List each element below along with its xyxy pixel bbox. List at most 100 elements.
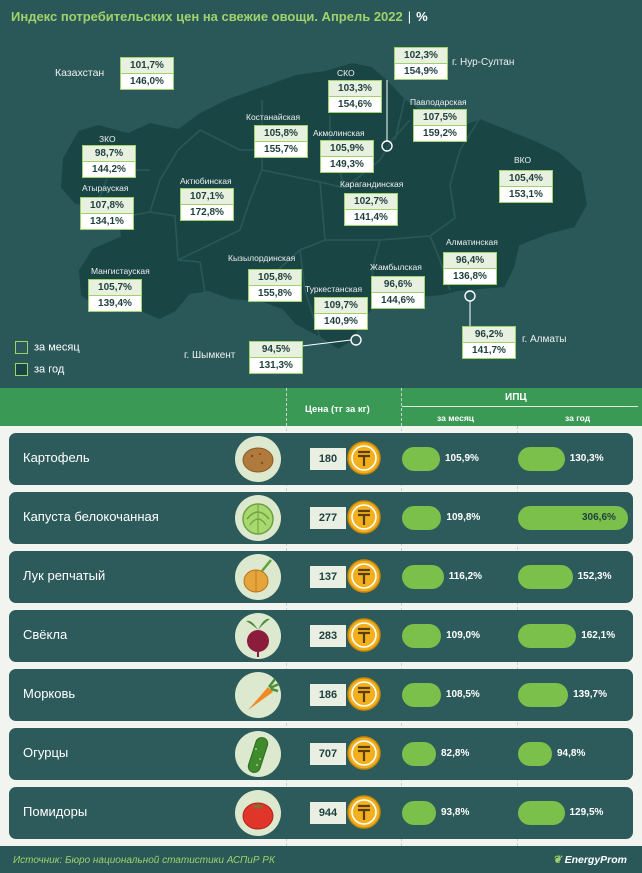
bar-label-month: 109,0% [446,630,481,641]
region-value-year: 154,9% [395,64,447,79]
bar-year [518,565,573,589]
region-value-year: 140,9% [315,314,367,329]
vegetable-image [235,731,281,777]
region-label-turkestan: Туркестанская [305,284,363,294]
region-values-kazakhstan: 101,7% 146,0% [120,57,174,90]
bar-month [402,801,436,825]
bar-label-month: 82,8% [441,748,470,759]
brand-logo: ❦ EnergyProm [553,854,627,866]
cabbage-icon [242,503,274,535]
price-value: 277 [310,507,346,529]
vegetable-image [235,790,281,836]
bar-label-year: 139,7% [573,689,608,700]
legend-year: за год [15,363,64,376]
region-values-karaganda: 102,7% 141,4% [344,193,398,226]
region-label-atyrau: Атырауская [82,183,129,193]
region-label-akmola: Акмолинская [313,128,365,138]
month-header: за месяц [437,413,475,423]
source-note: Источник: Бюро национальной статистики А… [13,855,275,866]
bar-label-year: 94,8% [557,748,586,759]
cpi-header-divider [402,406,638,407]
bar-month [402,683,441,707]
bar-label-month: 116,2% [448,571,483,582]
bar-month [402,742,436,766]
tenge-coin-icon [347,500,381,534]
coin [347,559,381,598]
beet-icon [246,618,270,657]
bar-year [518,742,552,766]
coin [347,618,381,657]
bar-year [518,447,565,471]
bar-label-month: 105,9% [445,453,479,464]
bar-year [518,624,577,648]
region-value-month: 107,5% [414,110,466,126]
bar-label-year: 306,6% [582,512,616,523]
vegetable-image [235,495,281,541]
bar-month [402,506,442,530]
region-value-year: 144,6% [372,293,424,308]
legend-label-year: за год [34,363,65,376]
tenge-coin-icon [347,618,381,652]
cucumber-icon [247,737,269,773]
vegetable-name: Огурцы [23,745,69,760]
region-value-month: 105,8% [255,126,307,142]
coin [347,677,381,716]
coin [347,500,381,539]
potato-icon [242,447,274,473]
region-label-vko: ВКО [514,155,532,165]
region-value-year: 146,0% [121,74,173,89]
price-value: 283 [310,625,346,647]
region-value-year: 154,6% [329,97,381,112]
brand-leaf-icon: ❦ [552,854,565,866]
bar-year [518,506,628,530]
price-value: 186 [310,684,346,706]
price-value: 180 [310,448,346,470]
vegetable-name: Свёкла [23,627,68,642]
region-values-almaty-city: 96,2% 141,7% [462,326,516,359]
region-value-month: 94,5% [250,342,302,358]
vegetable-name: Лук репчатый [23,568,106,583]
region-value-year: 155,8% [249,286,301,301]
region-values-nur-sultan: 102,3% 154,9% [394,47,448,80]
bar-year [518,683,569,707]
footer: Источник: Бюро национальной статистики А… [0,846,642,873]
bar-year [518,801,565,825]
region-label-almaty-city: г. Алматы [522,334,567,345]
region-value-year: 153,1% [500,187,552,202]
bar-month [402,447,440,471]
region-label-kyzylorda: Кызылординская [228,253,296,263]
region-values-almaty-region: 96,4% 136,8% [443,252,497,285]
tenge-coin-icon [347,441,381,475]
bar-label-month: 93,8% [441,807,470,818]
region-label-karaganda: Карагандинская [340,179,404,189]
region-label-shymkent: г. Шымкент [184,350,236,361]
region-value-month: 96,2% [463,327,515,343]
region-value-month: 102,7% [345,194,397,210]
region-value-year: 159,2% [414,126,466,141]
tenge-coin-icon [347,677,381,711]
region-label-nur-sultan: г. Нур-Султан [452,57,515,68]
vegetable-table: Цена (тг за кг) ИПЦ за месяц за год Карт… [0,388,642,846]
region-values-kostanay: 105,8% 155,7% [254,125,308,158]
price-value: 137 [310,566,346,588]
bar-month [402,565,444,589]
region-value-month: 102,3% [395,48,447,64]
region-label-kazakhstan: Казахстан [55,67,105,79]
vegetable-image [235,672,281,718]
region-value-month: 96,4% [444,253,496,269]
region-value-year: 141,7% [463,343,515,358]
marker-almaty [464,290,476,302]
bar-label-year: 130,3% [569,453,604,464]
region-values-akmola: 105,9% 149,3% [320,140,374,173]
region-value-month: 107,1% [181,189,233,205]
region-label-pavlodar: Павлодарская [410,97,467,107]
coin [347,795,381,834]
bar-label-year: 129,5% [569,807,604,818]
vegetable-image [235,554,281,600]
region-value-year: 149,3% [321,157,373,172]
legend-swatch-year [15,363,28,376]
callout-lines [301,80,471,347]
table-row: Картофель 180 105,9% 130,3% [9,433,633,485]
region-label-zhambyl: Жамбылская [370,262,422,272]
region-value-year: 144,2% [83,162,135,177]
